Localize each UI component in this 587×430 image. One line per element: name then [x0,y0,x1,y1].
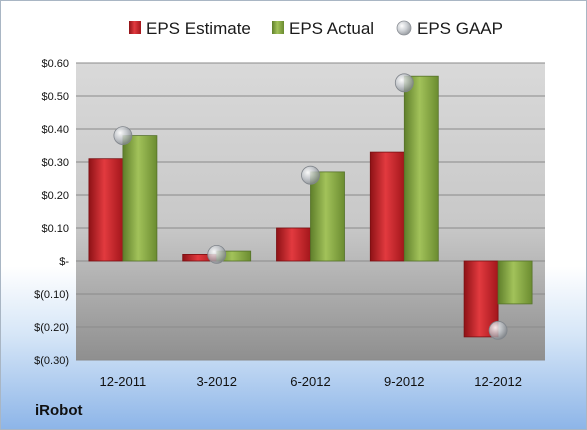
bar-eps-estimate [276,227,311,262]
company-name: iRobot [35,402,83,419]
y-tick-label: $0.30 [41,157,69,169]
x-category-label: 12-2011 [100,374,147,389]
bar-eps-actual [403,75,439,262]
marker-eps-gaap [394,73,414,93]
y-tick-label: $(0.20) [34,322,69,334]
bars [88,75,533,338]
bar-eps-actual [310,171,345,262]
bar-eps-actual [122,135,158,262]
legend-label-eps-gaap: EPS GAAP [417,19,503,38]
x-category-label: 12-2012 [474,374,522,389]
legend: EPS Estimate EPS Actual EPS GAAP [129,19,503,38]
gaap-markers [113,73,508,340]
y-tick-label: $0.60 [41,58,69,70]
bar-eps-estimate [369,151,405,262]
y-tick-label: $(0.30) [34,355,69,367]
x-category-label: 6-2012 [290,374,330,389]
x-category-label: 9-2012 [384,374,424,389]
y-axis-tick-labels: $0.60 $0.50 $0.40 $0.30 $0.20 $0.10 $- $(0.10) $… [34,58,69,367]
y-tick-label: $- [59,256,69,268]
legend-swatch-eps-estimate [129,21,141,34]
legend-swatch-eps-actual [272,21,284,34]
bar-eps-estimate [88,158,124,262]
x-axis-category-labels: 12-2011 3-2012 6-2012 9-2012 12-2012 [100,374,522,389]
y-tick-label: $0.50 [41,91,69,103]
marker-eps-gaap [301,165,320,185]
marker-eps-gaap [207,244,227,264]
y-tick-label: $0.20 [41,190,69,202]
y-tick-label: $0.40 [41,124,69,136]
legend-marker-eps-gaap [396,20,412,36]
x-category-label: 3-2012 [196,374,236,389]
marker-eps-gaap [488,320,508,340]
y-tick-label: $0.10 [41,223,69,235]
bar-eps-actual [497,260,533,305]
y-tick-label: $(0.10) [34,289,69,301]
legend-label-eps-actual: EPS Actual [289,19,374,38]
marker-eps-gaap [113,126,133,146]
legend-label-eps-estimate: EPS Estimate [146,19,251,38]
